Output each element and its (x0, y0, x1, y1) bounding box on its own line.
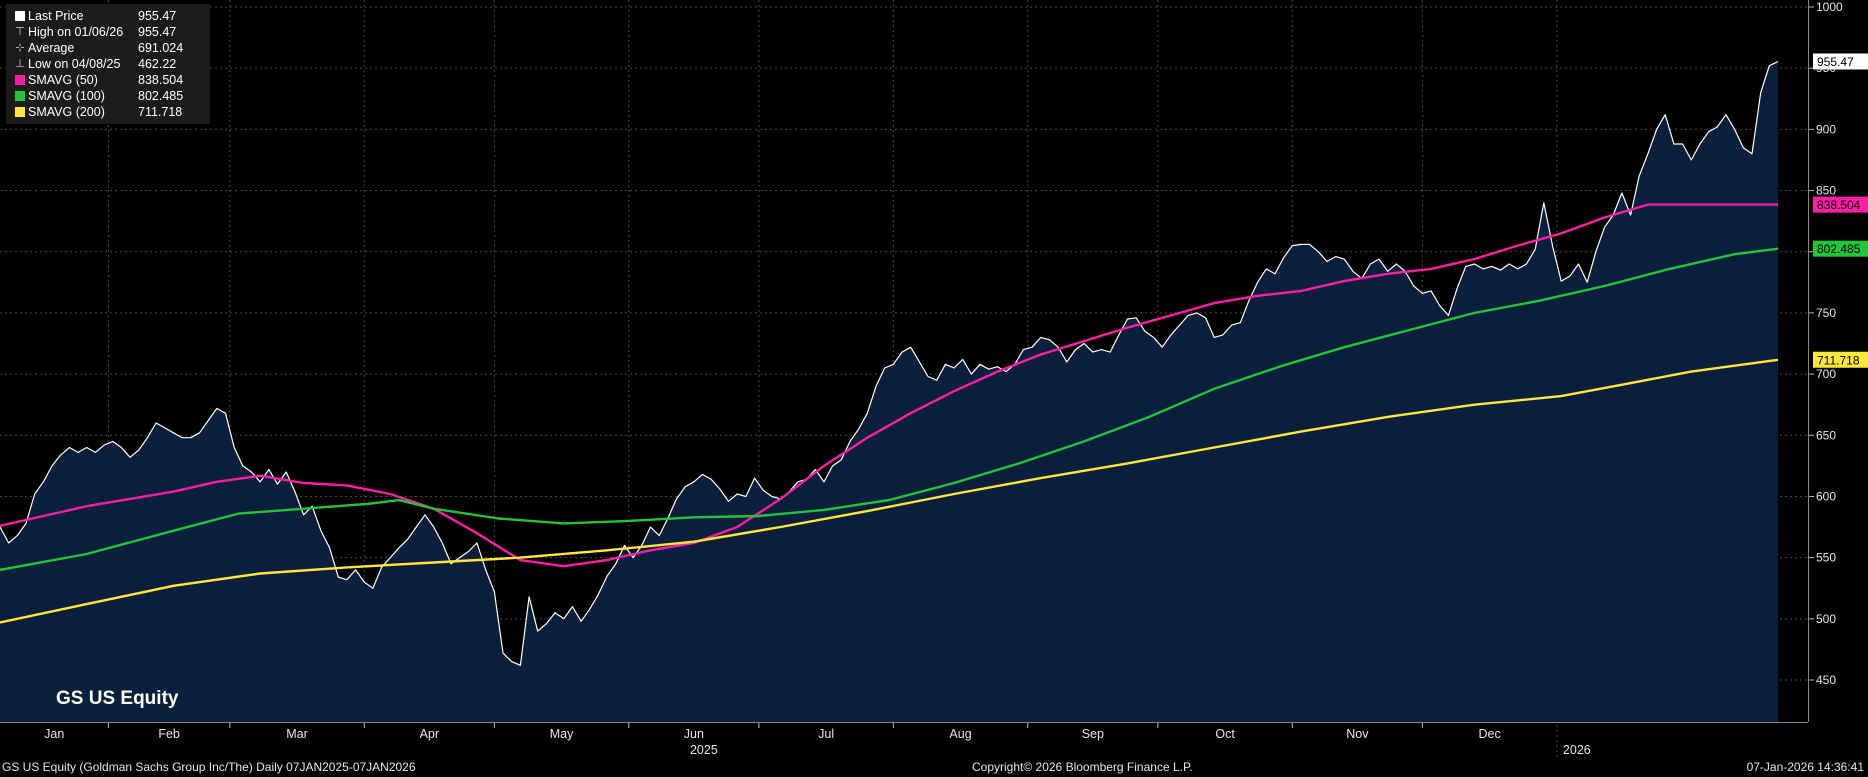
footer-description: GS US Equity (Goldman Sachs Group Inc/Th… (2, 760, 416, 774)
legend-label: SMAVG (200) (28, 105, 105, 119)
legend-label: Last Price (28, 9, 84, 23)
value-tag-bg (1813, 240, 1868, 257)
footer-timestamp: 07-Jan-2026 14:36:41 (1746, 760, 1864, 774)
value-tags: 955.47 838.504 802.485 711.718 (1813, 53, 1868, 368)
value-tag: 711.718 (1813, 351, 1868, 368)
x-month-label: Jan (44, 727, 64, 741)
series-line-last-price (0, 60, 1779, 666)
value-tag: 802.485 (1813, 240, 1868, 257)
x-month-label: Apr (420, 727, 439, 741)
legend-swatch-icon (12, 91, 28, 101)
series-line-smavg-100- (0, 247, 1779, 572)
legend-label: High on 01/06/26 (28, 25, 124, 39)
x-axis: Jan Feb Mar Apr May Jun Jul Aug Sep Oct Nov Dec 2025… (0, 722, 1808, 757)
legend-value: 802.485 (138, 89, 184, 103)
value-tag-bg (1813, 196, 1868, 213)
legend-swatch-icon (12, 107, 28, 117)
series-lines (0, 60, 1779, 666)
legend-label: SMAVG (50) (28, 73, 98, 87)
y-tick-label: 1000 (1816, 0, 1843, 14)
x-month-label: Oct (1215, 727, 1235, 741)
legend-item: SMAVG (200) 711.718 (12, 104, 206, 120)
legend-label: Average (28, 41, 75, 55)
x-month-label: Dec (1478, 727, 1500, 741)
legend-value: 462.22 (138, 57, 177, 71)
x-month-label: Jul (818, 727, 834, 741)
legend-value: 711.718 (138, 105, 183, 119)
y-tick-label: 600 (1816, 489, 1836, 503)
value-tag: 838.504 (1813, 196, 1868, 213)
y-tick-label: 700 (1816, 367, 1836, 381)
low-marker-icon: ⊥ (15, 58, 25, 70)
legend-item: ⊥ Low on 04/08/25 462.22 (12, 56, 206, 72)
x-month-label: Mar (286, 727, 308, 741)
average-marker-icon: ⊹ (15, 42, 25, 54)
x-year-label: 2025 (690, 743, 718, 757)
legend-value: 955.47 (138, 9, 177, 23)
security-watermark: GS US Equity (56, 688, 179, 709)
legend-swatch-icon (12, 75, 28, 85)
x-month-label: Nov (1346, 727, 1369, 741)
y-tick-label: 650 (1816, 428, 1836, 442)
x-month-label: May (550, 727, 574, 741)
value-tag-label: 711.718 (1817, 353, 1860, 367)
value-tag-bg (1813, 351, 1868, 368)
footer-copyright: Copyright© 2026 Bloomberg Finance L.P. (972, 760, 1193, 774)
y-tick-label: 550 (1816, 551, 1836, 565)
y-tick-label: 900 (1816, 122, 1836, 136)
value-tag: 955.47 (1813, 53, 1868, 70)
legend-item: SMAVG (50) 838.504 (12, 72, 206, 88)
series-line-smavg-200- (0, 358, 1779, 624)
high-marker-icon: ⊤ (15, 26, 25, 38)
legend-value: 838.504 (138, 73, 184, 87)
legend-item: ⊤ High on 01/06/26 955.47 (12, 24, 206, 40)
series-line-smavg-50- (0, 203, 1778, 568)
x-month-label: Sep (1082, 727, 1104, 741)
x-month-label: Aug (949, 727, 971, 741)
x-month-label: Jun (684, 727, 704, 741)
y-tick-label: 450 (1816, 673, 1836, 687)
value-tag-label: 955.47 (1817, 55, 1854, 69)
y-axis: 4505005506006507007508008509009501000 (1808, 0, 1843, 722)
last-price-area (0, 61, 1778, 722)
legend-label: SMAVG (100) (28, 89, 105, 103)
legend-item: Last Price 955.47 (12, 8, 206, 24)
value-tag-bg (1813, 53, 1868, 70)
value-tag-label: 802.485 (1817, 242, 1861, 256)
x-month-label: Feb (158, 727, 180, 741)
legend-value: 955.47 (138, 25, 177, 39)
legend-value: 691.024 (138, 41, 184, 55)
legend-swatch-icon (12, 11, 28, 21)
legend-item: SMAVG (100) 802.485 (12, 88, 206, 104)
y-tick-label: 750 (1816, 306, 1836, 320)
legend-item: ⊹ Average 691.024 (12, 40, 206, 56)
y-tick-label: 500 (1816, 612, 1836, 626)
y-tick-label: 850 (1816, 184, 1836, 198)
legend: Last Price 955.47 ⊤ High on 01/06/26 955.47 ⊹… (6, 4, 210, 124)
value-tag-label: 838.504 (1817, 198, 1861, 212)
legend-label: Low on 04/08/25 (28, 57, 121, 71)
x-year-label: 2026 (1563, 743, 1591, 757)
